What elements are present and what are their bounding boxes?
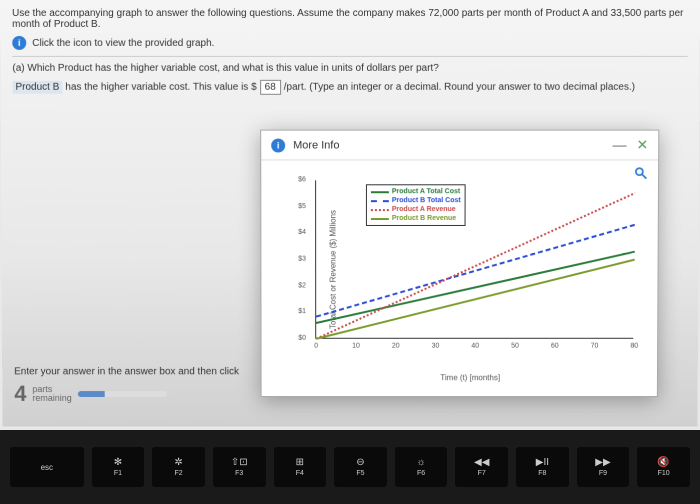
keyboard-key: ◀◀F7: [455, 447, 508, 487]
answer-input[interactable]: 68: [260, 80, 281, 95]
x-axis-label: Time (t) [months]: [440, 373, 500, 382]
keyboard-row: esc✻F1✲F2⇧⊡F3⊞F4⊖F5☼F6◀◀F7▶IIF8▶▶F9🔇F10: [0, 430, 700, 504]
parts-count: 4: [14, 381, 26, 407]
keyboard-key: ⊞F4: [274, 447, 327, 487]
y-tick: $4: [298, 229, 306, 236]
x-tick: 10: [352, 343, 360, 350]
keyboard-key: ✲F2: [152, 447, 205, 487]
minimize-icon[interactable]: —: [613, 137, 627, 154]
keyboard-key: ✻F1: [92, 447, 145, 487]
x-tick: 30: [432, 343, 440, 350]
part-a-label: (a) Which Product has the higher variabl…: [12, 63, 687, 74]
y-tick: $6: [298, 176, 306, 183]
keyboard-key: ⇧⊡F3: [213, 447, 266, 487]
x-tick: 20: [392, 343, 400, 350]
progress-row: 4 parts remaining: [14, 381, 167, 407]
cost-revenue-chart: Total Cost or Revenue ($) Millions Time …: [291, 170, 650, 368]
x-tick: 80: [630, 343, 638, 350]
keyboard-key: ▶IIF8: [516, 447, 569, 487]
y-tick: $5: [298, 203, 306, 210]
y-tick: $2: [298, 282, 306, 289]
keyboard-key: ▶▶F9: [577, 447, 630, 487]
keyboard-key: esc: [10, 447, 84, 487]
x-tick: 40: [471, 343, 479, 350]
question-intro: Use the accompanying graph to answer the…: [12, 8, 688, 30]
more-info-modal: i More Info — ✕ Total Cost or Revenue ($…: [260, 130, 659, 397]
y-tick: $1: [298, 308, 306, 315]
modal-info-icon: i: [271, 138, 285, 152]
x-tick: 0: [314, 343, 318, 350]
click-hint: Click the icon to view the provided grap…: [32, 37, 214, 48]
answer-product: Product B: [12, 81, 62, 94]
x-tick: 50: [511, 343, 519, 350]
info-icon[interactable]: i: [12, 36, 26, 50]
y-tick: $0: [298, 335, 306, 342]
x-tick: 60: [551, 343, 559, 350]
x-tick: 70: [591, 343, 599, 350]
keyboard-key: ⊖F5: [334, 447, 387, 487]
modal-title: More Info: [293, 139, 612, 151]
close-icon[interactable]: ✕: [636, 137, 648, 154]
keyboard-key: ☼F6: [395, 447, 448, 487]
divider: [12, 56, 687, 57]
progress-bar: [78, 391, 167, 397]
enter-prompt: Enter your answer in the answer box and …: [14, 366, 239, 377]
keyboard-key: 🔇F10: [637, 447, 690, 487]
answer-row: Product B has the higher variable cost. …: [12, 80, 687, 95]
y-tick: $3: [298, 256, 306, 263]
